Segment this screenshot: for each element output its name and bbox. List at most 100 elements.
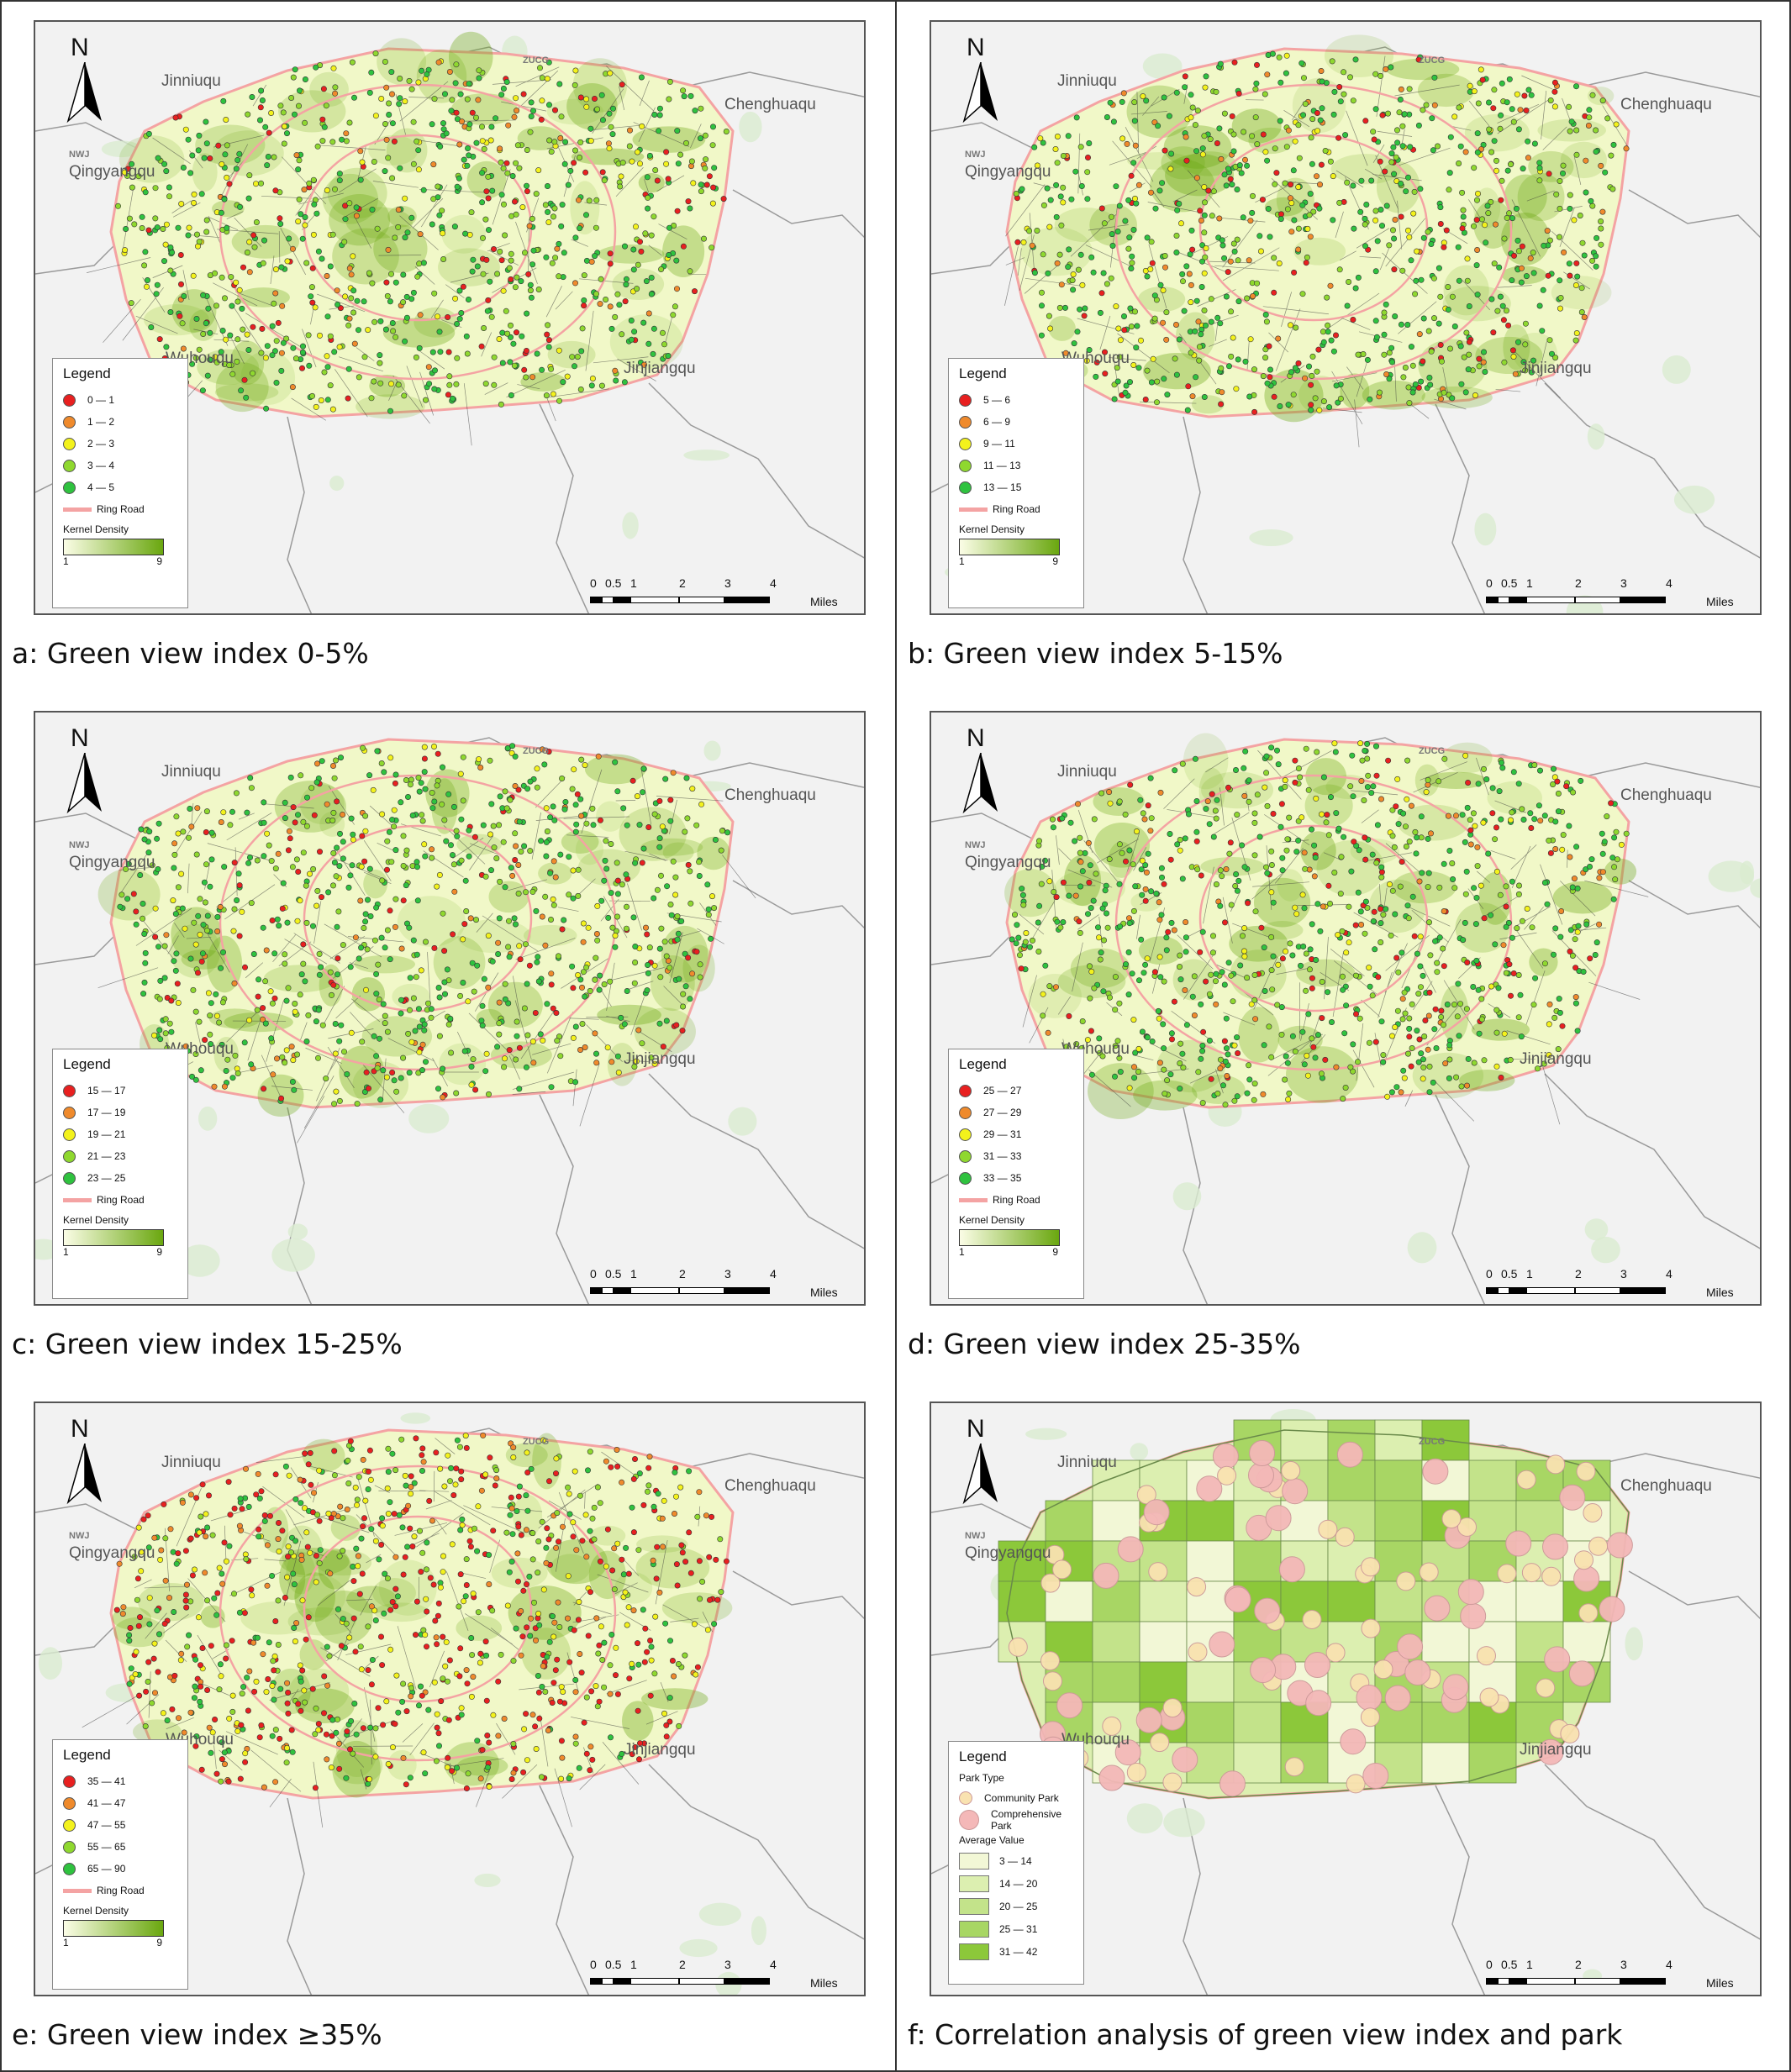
fill-swatch	[959, 1897, 989, 1915]
kernel-density-title: Kernel Density	[63, 523, 129, 535]
class-label: 9 — 11	[983, 438, 1015, 450]
basemap	[35, 31, 864, 613]
legend-ring-road: Ring Road	[959, 1189, 1073, 1211]
panel-e: Jinniuqu Chenghuaqu Qingyangqu Wuhouqu Jinji…	[0, 1381, 896, 2072]
scale-tick: 0	[1486, 1267, 1493, 1281]
scale-segment	[614, 597, 630, 603]
class-label: 0 — 1	[87, 394, 115, 406]
inner-ring-road	[1198, 134, 1429, 322]
kernel-density-ramp	[63, 1229, 164, 1246]
kernel-density-title: Kernel Density	[63, 1214, 129, 1226]
map-frame: Jinniuqu Chenghuaqu Qingyangqu Wuhouqu Jinji…	[930, 20, 1762, 615]
north-arrow-icon	[66, 1444, 102, 1505]
legend-class: 2 — 3	[63, 433, 177, 455]
scale-tick: 4	[770, 576, 777, 590]
fill-swatch	[959, 1943, 989, 1960]
class-dot-icon	[63, 1775, 76, 1788]
kd-min: 1	[63, 1937, 69, 1948]
class-label: 25 — 27	[983, 1085, 1022, 1096]
kd-min: 1	[959, 1246, 965, 1258]
scale-tick: 2	[1575, 1267, 1582, 1281]
scale-segment	[724, 1978, 770, 1985]
class-dot-icon	[959, 459, 972, 472]
scale-segment	[590, 1978, 602, 1985]
legend-title: Legend	[63, 1056, 111, 1072]
panel-f: Jinniuqu Chenghuaqu Qingyangqu Wuhouqu Jinji…	[896, 1381, 1791, 2072]
scale-tick: 0	[590, 1958, 597, 1971]
legend-class: 11 — 13	[959, 455, 1073, 476]
map-tag-nwj: NWJ	[965, 150, 986, 160]
class-dot-icon	[63, 437, 76, 450]
district-label-nw: Jinniuqu	[161, 72, 221, 90]
average-value-label: 31 — 42	[999, 1945, 1038, 1958]
map-tag-nwj: NWJ	[965, 1531, 986, 1541]
kernel-density-title: Kernel Density	[959, 523, 1025, 535]
scale-segment	[614, 1287, 630, 1294]
average-value-class: 31 — 42	[959, 1940, 1073, 1963]
scale-unit: Miles	[1706, 1286, 1734, 1299]
basemap	[35, 737, 864, 1304]
class-dot-icon	[63, 1171, 76, 1185]
scale-tick: 2	[679, 1267, 686, 1281]
class-dot-icon	[959, 393, 972, 407]
scale-segment	[602, 1287, 614, 1294]
panel-b: Jinniuqu Chenghuaqu Qingyangqu Wuhouqu Jinji…	[896, 0, 1791, 691]
class-label: 41 — 47	[87, 1797, 126, 1809]
class-dot-icon	[63, 1862, 76, 1875]
district-label-w: Qingyangqu	[69, 1544, 155, 1562]
scale-tick: 0	[590, 1267, 597, 1281]
scale-segment	[1526, 1287, 1575, 1294]
map-tag-nwj: NWJ	[69, 150, 90, 160]
class-label: 15 — 17	[87, 1085, 126, 1096]
scale-segment	[602, 597, 614, 603]
map-tag-zucg: ZUCG	[523, 1437, 550, 1447]
ring-road-swatch	[959, 507, 988, 512]
legend: Legend Park Type Community Park Comprehensi…	[948, 1741, 1084, 1985]
class-label: 23 — 25	[87, 1172, 126, 1184]
scale-segment	[1498, 597, 1509, 603]
north-label: N	[967, 34, 985, 61]
district-label-ne: Chenghuaqu	[724, 96, 816, 113]
legend-class: 13 — 15	[959, 476, 1073, 498]
class-label: 5 — 6	[983, 394, 1011, 406]
scale-segment	[602, 1978, 614, 1985]
scale-tick: 1	[630, 1958, 637, 1971]
scale-segment	[679, 1287, 724, 1294]
map-frame: Jinniuqu Chenghuaqu Qingyangqu Wuhouqu Jinji…	[34, 1401, 866, 1996]
scale-tick: 0.5	[1501, 1958, 1518, 1971]
class-dot-icon	[959, 415, 972, 429]
panel-caption: b: Green view index 5-15%	[908, 637, 1283, 670]
panel-caption: f: Correlation analysis of green view in…	[908, 2018, 1623, 2051]
scale-segment	[1498, 1287, 1509, 1294]
legend: Legend 5 — 6 6 — 9 9 — 11 11 — 13 13 — 15 Ring…	[948, 358, 1084, 608]
district-label-se: Jinjiangqu	[624, 360, 696, 377]
map-tag-nwj: NWJ	[69, 1531, 90, 1541]
scale-bar: 0 0.5 1 2 3 4 Miles	[590, 576, 838, 610]
scale-tick: 3	[724, 1267, 731, 1281]
legend-ring-road: Ring Road	[63, 498, 177, 520]
scale-tick: 4	[1666, 1958, 1672, 1971]
scale-segment	[1575, 1287, 1620, 1294]
kernel-density-ramp	[959, 539, 1060, 555]
park-type-title: Park Type	[959, 1772, 1004, 1784]
class-label: 19 — 21	[87, 1128, 126, 1140]
district-label-w: Qingyangqu	[965, 163, 1051, 181]
scale-segment	[630, 1287, 679, 1294]
district-label-ne: Chenghuaqu	[1620, 1477, 1712, 1495]
scale-segment	[1526, 1978, 1575, 1985]
panel-caption: c: Green view index 15-25%	[12, 1328, 403, 1360]
class-label: 47 — 55	[87, 1819, 126, 1831]
district-label-ne: Chenghuaqu	[724, 786, 816, 804]
scale-tick: 0.5	[605, 1958, 622, 1971]
scale-tick: 4	[1666, 576, 1672, 590]
legend-ring-road: Ring Road	[63, 1880, 177, 1901]
class-dot-icon	[63, 415, 76, 429]
legend-class: 4 — 5	[63, 476, 177, 498]
scale-segment	[1486, 1287, 1498, 1294]
scale-bar: 0 0.5 1 2 3 4 Miles	[1486, 1958, 1734, 1991]
class-label: 29 — 31	[983, 1128, 1022, 1140]
park-type-item: Community Park	[959, 1787, 1073, 1809]
